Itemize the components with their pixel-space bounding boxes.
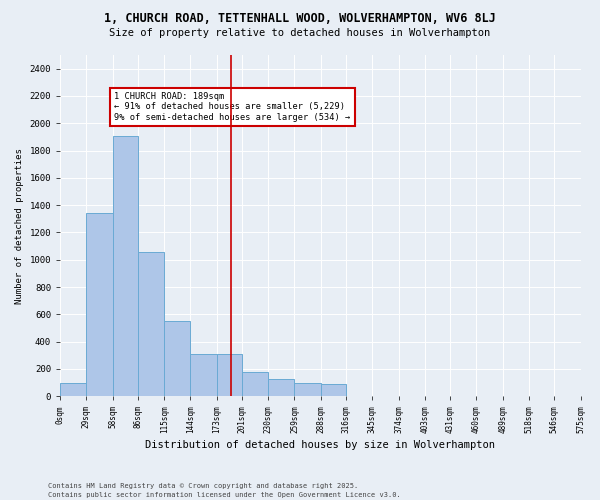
Bar — [321, 384, 346, 396]
Bar — [138, 252, 164, 396]
Y-axis label: Number of detached properties: Number of detached properties — [15, 148, 24, 304]
X-axis label: Distribution of detached houses by size in Wolverhampton: Distribution of detached houses by size … — [145, 440, 495, 450]
Bar — [295, 382, 321, 396]
Bar — [242, 372, 268, 396]
Text: Contains public sector information licensed under the Open Government Licence v3: Contains public sector information licen… — [48, 492, 401, 498]
Bar — [86, 214, 113, 396]
Text: Contains HM Land Registry data © Crown copyright and database right 2025.: Contains HM Land Registry data © Crown c… — [48, 483, 358, 489]
Bar — [268, 378, 295, 396]
Bar — [113, 136, 138, 396]
Bar — [190, 354, 217, 397]
Bar — [164, 321, 190, 396]
Bar — [217, 354, 242, 397]
Bar — [60, 382, 86, 396]
Text: 1, CHURCH ROAD, TETTENHALL WOOD, WOLVERHAMPTON, WV6 8LJ: 1, CHURCH ROAD, TETTENHALL WOOD, WOLVERH… — [104, 12, 496, 26]
Text: Size of property relative to detached houses in Wolverhampton: Size of property relative to detached ho… — [109, 28, 491, 38]
Text: 1 CHURCH ROAD: 189sqm
← 91% of detached houses are smaller (5,229)
9% of semi-de: 1 CHURCH ROAD: 189sqm ← 91% of detached … — [115, 92, 350, 122]
